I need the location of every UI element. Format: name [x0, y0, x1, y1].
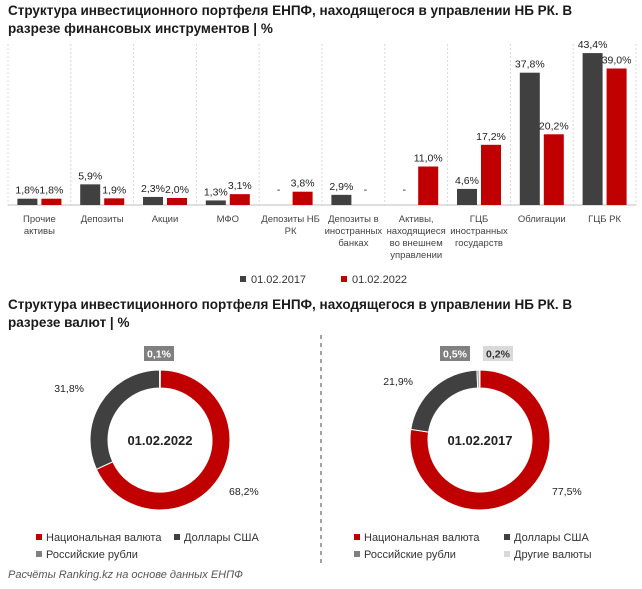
category-label: РК [285, 226, 297, 237]
bar-2022 [606, 68, 627, 205]
category-label: Депозиты НБ [261, 214, 320, 225]
legend-label: Доллары США [184, 532, 260, 544]
category-label: МФО [217, 214, 239, 225]
legend-swatch [36, 551, 42, 557]
legend-swatch [354, 534, 360, 540]
chart-title-currencies: Структура инвестиционного портфеля ЕНПФ,… [8, 297, 573, 330]
category-label: Облигации [518, 214, 566, 225]
donut-slice [409, 369, 551, 511]
category-label: Депозиты в [328, 214, 379, 225]
bar-2022 [481, 144, 501, 205]
data-label: - [402, 184, 406, 196]
bar-2017 [582, 53, 603, 205]
legend-swatch [341, 276, 347, 282]
bar-2022 [167, 198, 187, 205]
legend-swatch [174, 534, 180, 540]
data-label: 20,2% [539, 120, 569, 132]
chart-title-instruments: Структура инвестиционного портфеля ЕНПФ,… [8, 3, 573, 36]
donut-slice [95, 369, 231, 511]
bar-2017 [143, 196, 163, 205]
bar-2017 [457, 188, 477, 205]
data-label: - [364, 184, 368, 196]
legend-label: Национальная валюта [46, 532, 162, 544]
category-label: ГЦБ РК [588, 214, 621, 225]
data-label: 2,9% [329, 181, 353, 193]
legend-label: Российские рубли [364, 549, 456, 561]
data-label: 43,4% [578, 39, 608, 51]
donut-chart-2022: 01.02.2022 31,8% 68,2% 0,1% Национальная вал… [36, 346, 260, 561]
legend-swatch [504, 551, 510, 557]
data-label: - [277, 184, 281, 196]
legend-swatch [240, 276, 246, 282]
category-label: ГЦБ [470, 214, 488, 225]
bar-2022 [104, 198, 125, 205]
donut-chart-2017: 01.02.2017 21,9% 77,5% 0,5% 0,2% Национальная… [354, 346, 592, 561]
donut-slice [89, 369, 161, 470]
data-label: 11,0% [414, 153, 443, 165]
data-label: 3,8% [291, 178, 315, 190]
category-label: находящиеся [387, 226, 446, 237]
slice-tag-label: 0,2% [486, 349, 511, 361]
category-label: Акции [152, 214, 179, 225]
category-label: активы [24, 226, 55, 237]
data-label: 37,8% [515, 59, 545, 71]
category-label: Прочие [23, 214, 56, 225]
bar-2017 [519, 72, 540, 205]
data-label: 17,2% [476, 131, 506, 143]
data-label: 4,6% [455, 175, 479, 187]
slice-tag [483, 346, 513, 361]
bar-2022 [543, 134, 564, 205]
category-label: Депозиты [81, 214, 124, 225]
legend-swatch [354, 551, 360, 557]
legend-swatch [504, 534, 510, 540]
legend-label: 01.02.2017 [251, 274, 306, 286]
bar-2017 [17, 198, 38, 205]
data-label: 2,3% [141, 183, 165, 195]
data-label: 39,0% [602, 55, 632, 67]
donut-slice [159, 369, 161, 389]
category-label: государств [455, 238, 503, 249]
legend-label: Национальная валюта [364, 532, 480, 544]
slice-label: 68,2% [229, 486, 259, 498]
legend-label: Другие валюты [514, 549, 592, 561]
category-label: иностранных [450, 226, 508, 237]
category-label: Активы, [399, 214, 434, 225]
legend-swatch [36, 534, 42, 540]
bar-2017 [80, 184, 101, 205]
bar-2022 [229, 194, 250, 205]
data-label: 1,9% [102, 184, 126, 196]
bar-2022 [292, 191, 313, 205]
legend-label: Российские рубли [46, 549, 138, 561]
category-label: банках [338, 238, 368, 249]
slice-tag-label: 0,1% [147, 349, 172, 361]
donut-slice [410, 369, 479, 433]
slice-tag [440, 346, 470, 361]
data-label: 1,3% [204, 186, 228, 198]
slice-label: 31,8% [54, 383, 84, 395]
source-footer: Расчёты Ranking.kz на основе данных ЕНПФ [8, 569, 243, 581]
bar-2017 [331, 194, 352, 205]
data-label: 2,0% [165, 184, 189, 196]
donut-slice [478, 369, 481, 389]
category-label: управлении [390, 250, 442, 261]
slice-tag-label: 0,5% [443, 349, 468, 361]
bar-2022 [41, 198, 62, 205]
category-label: во внешнем [390, 238, 443, 249]
data-label: 1,8% [15, 185, 39, 197]
slice-tag [144, 346, 174, 361]
data-label: 3,1% [228, 180, 252, 192]
bar-2022 [418, 166, 439, 205]
donut-center-label: 01.02.2022 [127, 433, 192, 448]
data-label: 5,9% [78, 170, 102, 182]
data-label: 1,8% [39, 185, 63, 197]
legend-label: 01.02.2022 [352, 274, 407, 286]
bar-2017 [205, 200, 226, 205]
category-label: иностранных [325, 226, 383, 237]
legend-label: Доллары США [514, 532, 590, 544]
slice-label: 21,9% [383, 376, 413, 388]
slice-label: 77,5% [552, 486, 582, 498]
donut-center-label: 01.02.2017 [447, 433, 512, 448]
